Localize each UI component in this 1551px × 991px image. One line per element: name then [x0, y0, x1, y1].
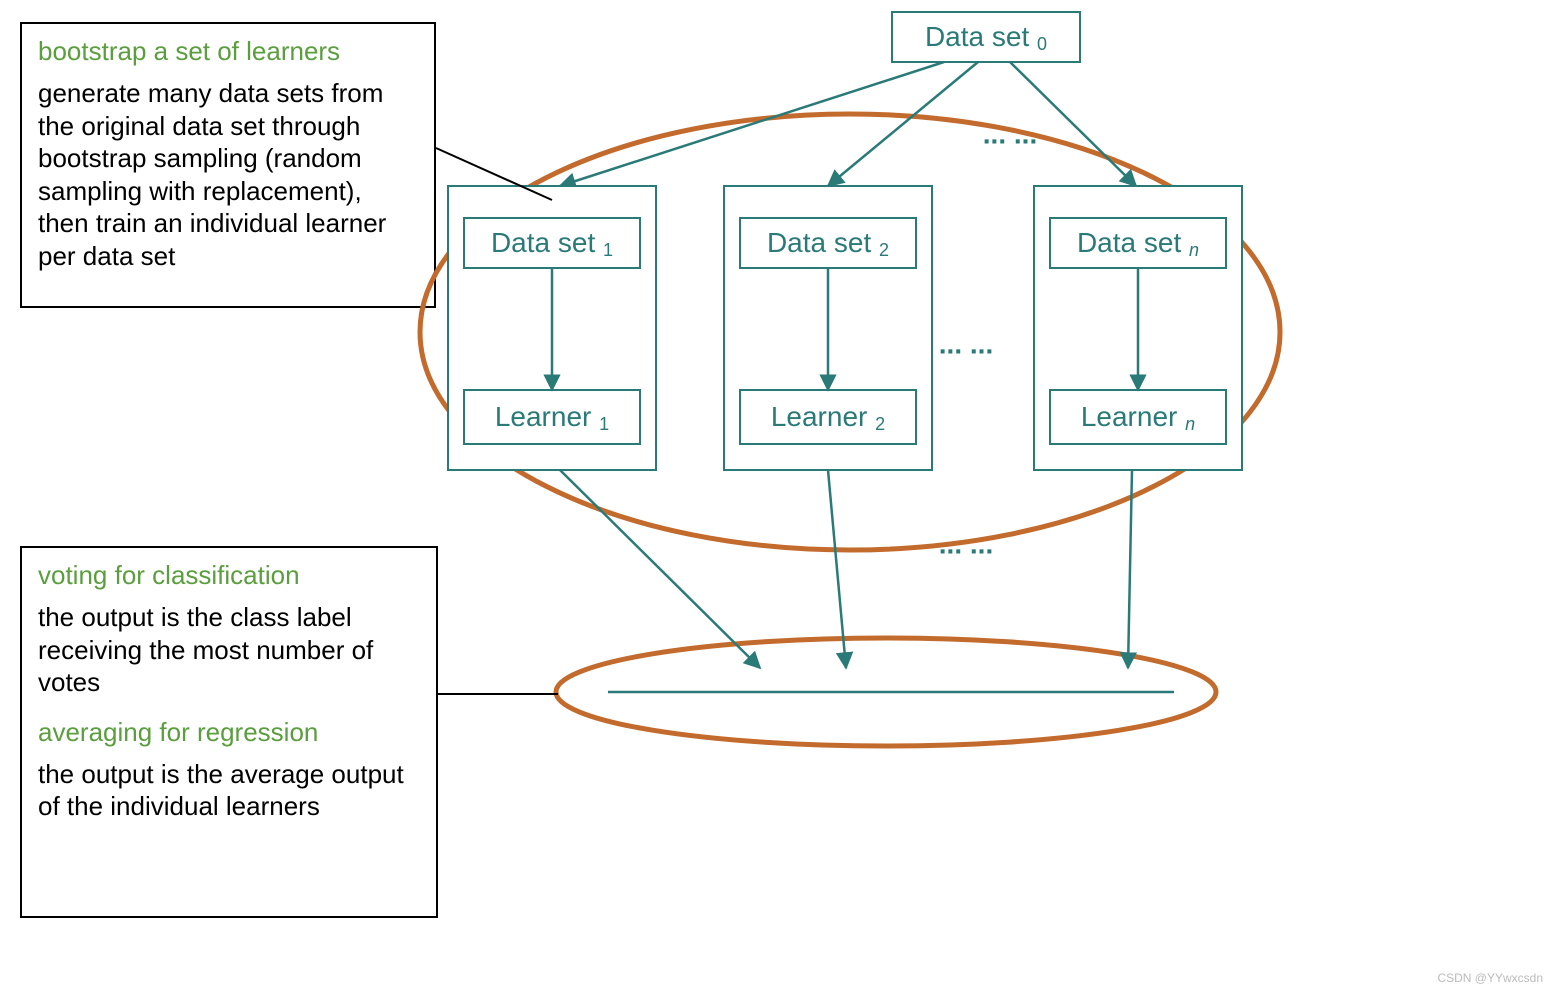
ellipsis-2: ... ... [939, 328, 993, 359]
root-dataset-box: Data set 0 [925, 21, 1047, 53]
learner-box-3: Learner n [1081, 401, 1195, 433]
dataset-box-3: Data set n [1077, 227, 1199, 259]
ellipsis-1: ... ... [983, 118, 1037, 149]
dataset-box-2: Data set 2 [767, 227, 889, 259]
learner-box-2: Learner 2 [771, 401, 885, 433]
learner-box-1: Learner 1 [495, 401, 609, 433]
dataset-box-1: Data set 1 [491, 227, 613, 259]
ellipsis-3: ... ... [939, 528, 993, 559]
bagging-diagram: Data set 0 Data set 1 Learner 1 Data set 2 L… [0, 0, 1551, 991]
